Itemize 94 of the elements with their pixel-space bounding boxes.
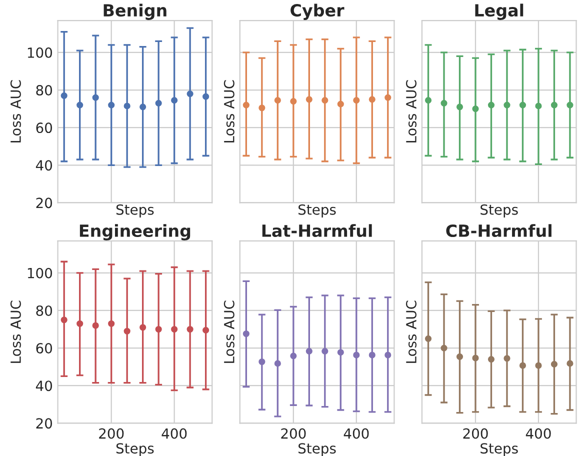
point — [519, 362, 526, 369]
x-axis-title: Steps — [298, 443, 336, 456]
point — [353, 97, 360, 104]
point — [290, 352, 297, 360]
point — [322, 348, 328, 355]
x-tick-label: 400 — [526, 428, 551, 439]
point — [384, 94, 392, 101]
y-tick-label: 20 — [36, 418, 52, 429]
x-tick-label: 200 — [463, 428, 488, 439]
point — [274, 360, 281, 367]
point — [519, 102, 526, 108]
y-tick-label: 80 — [36, 84, 52, 96]
point — [242, 102, 250, 108]
point — [322, 97, 328, 104]
y-tick-label: 100 — [28, 47, 52, 58]
point — [186, 326, 194, 333]
x-tick-label: 200 — [99, 428, 124, 439]
y-tick-label: 20 — [36, 198, 52, 208]
point — [155, 100, 162, 106]
point — [472, 106, 479, 112]
point — [550, 102, 558, 108]
y-tick-label: 40 — [36, 380, 52, 392]
point — [440, 344, 448, 352]
point — [290, 98, 297, 105]
y-tick-label: 60 — [36, 343, 52, 354]
point — [171, 97, 178, 104]
point — [92, 322, 99, 329]
point — [566, 360, 574, 367]
point — [171, 326, 178, 333]
y-tick-label: 40 — [36, 160, 52, 171]
y-axis-title: Loss AUC — [406, 80, 416, 142]
x-axis-title: Steps — [116, 204, 154, 218]
chart-title: Lat-Harmful — [262, 224, 372, 238]
point — [140, 104, 146, 110]
y-tick-label: 80 — [36, 305, 52, 316]
y-axis-title: Loss AUC — [406, 300, 416, 363]
point — [202, 93, 210, 100]
point — [488, 102, 495, 108]
point — [124, 102, 130, 110]
y-axis-title: Loss AUC — [10, 80, 21, 142]
point — [535, 102, 542, 110]
chart-title: Engineering — [80, 224, 190, 240]
y-axis-title: Loss AUC — [10, 300, 21, 363]
point — [424, 335, 432, 342]
point — [60, 316, 68, 324]
point — [92, 94, 99, 101]
point — [242, 330, 250, 338]
chart-title: Cyber — [290, 4, 344, 20]
point — [550, 360, 558, 368]
y-axis-title: Loss AUC — [224, 80, 234, 142]
point — [456, 104, 464, 110]
point — [76, 102, 84, 108]
x-tick-label: 400 — [344, 428, 369, 439]
x-tick-label: 200 — [281, 428, 306, 439]
point — [353, 352, 360, 358]
point — [76, 320, 84, 327]
point — [186, 90, 194, 98]
point — [368, 96, 376, 103]
point — [424, 97, 432, 104]
point — [488, 356, 495, 363]
point — [337, 100, 344, 108]
point — [274, 97, 281, 104]
x-tick-label: 400 — [162, 428, 187, 439]
x-axis-title: Steps — [116, 443, 154, 456]
point — [306, 348, 312, 355]
y-tick-label: 100 — [28, 268, 52, 278]
point — [337, 349, 344, 356]
point — [504, 355, 510, 362]
y-tick-label: 60 — [36, 122, 52, 134]
x-axis-title: Steps — [480, 443, 518, 456]
point — [440, 100, 448, 106]
point — [60, 92, 68, 99]
chart-title: Legal — [475, 4, 524, 20]
chart-title: CB-Harmful — [446, 224, 552, 238]
point — [456, 353, 464, 360]
point — [368, 352, 376, 358]
point — [306, 96, 312, 103]
chart-title: Benign — [104, 4, 166, 20]
point — [384, 352, 392, 358]
point — [566, 102, 574, 108]
point — [258, 358, 266, 366]
point — [504, 102, 510, 108]
y-axis-title: Loss AUC — [224, 300, 234, 363]
point — [124, 328, 130, 334]
point — [202, 326, 210, 334]
point — [108, 102, 115, 108]
point — [472, 354, 479, 362]
point — [140, 324, 146, 331]
point — [535, 362, 542, 369]
point — [258, 104, 266, 112]
point — [155, 326, 162, 333]
x-axis-title: Steps — [298, 204, 336, 218]
point — [108, 320, 115, 327]
x-axis-title: Steps — [480, 204, 518, 218]
